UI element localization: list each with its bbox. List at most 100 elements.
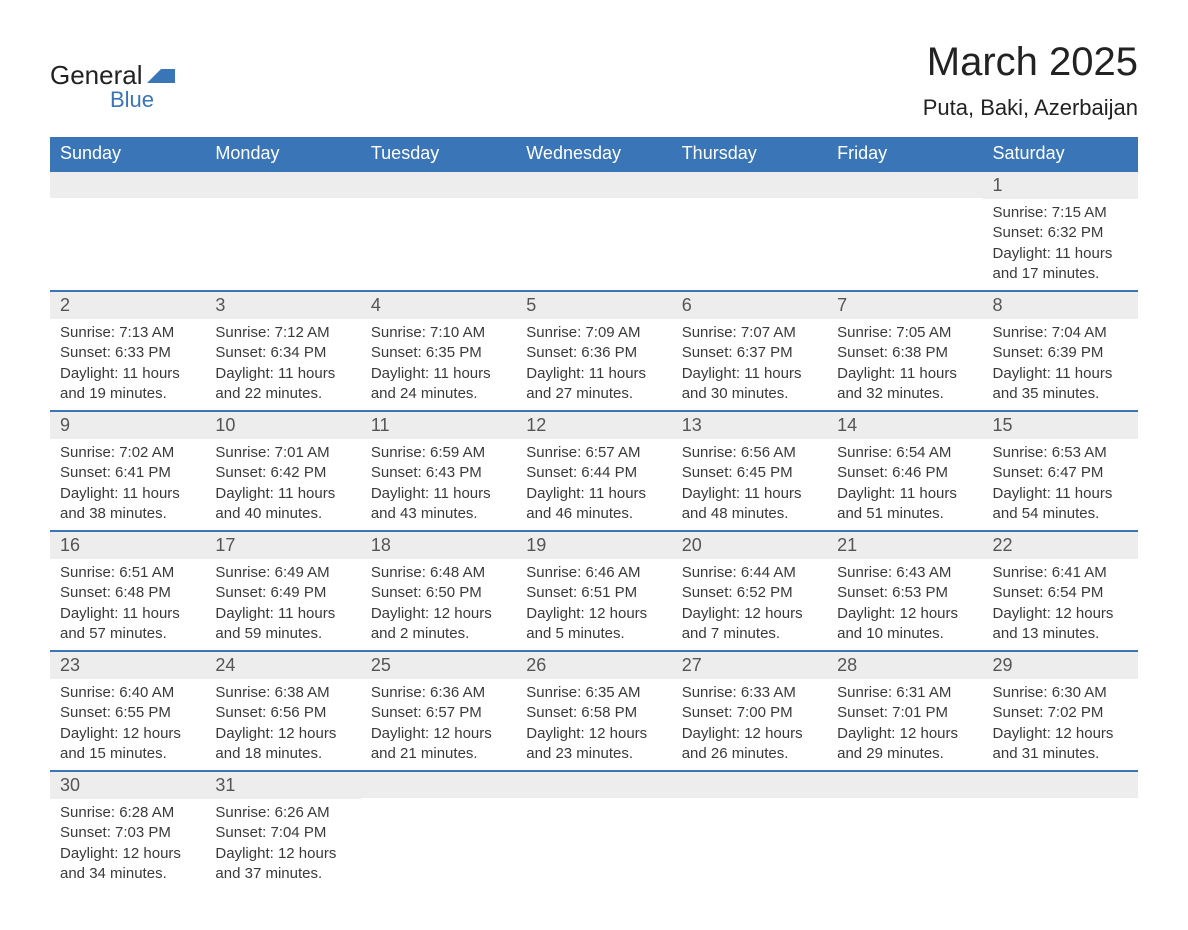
- calendar-cell: 29Sunrise: 6:30 AMSunset: 7:02 PMDayligh…: [983, 651, 1138, 771]
- day-number: 27: [672, 652, 827, 679]
- sunset-text: Sunset: 6:42 PM: [215, 463, 350, 483]
- column-header: Friday: [827, 137, 982, 171]
- daylight-text: Daylight: 12 hours and 15 minutes.: [60, 724, 195, 765]
- day-number: 19: [516, 532, 671, 559]
- day-number: 13: [672, 412, 827, 439]
- daylight-text: Daylight: 11 hours and 51 minutes.: [837, 484, 972, 525]
- daylight-text: Daylight: 12 hours and 31 minutes.: [993, 724, 1128, 765]
- sunset-text: Sunset: 6:48 PM: [60, 583, 195, 603]
- day-data: Sunrise: 6:30 AMSunset: 7:02 PMDaylight:…: [983, 679, 1138, 770]
- day-number: [516, 172, 671, 198]
- sunrise-text: Sunrise: 7:05 AM: [837, 323, 972, 343]
- calendar-week-row: 30Sunrise: 6:28 AMSunset: 7:03 PMDayligh…: [50, 771, 1138, 890]
- sunrise-text: Sunrise: 6:44 AM: [682, 563, 817, 583]
- day-number: 26: [516, 652, 671, 679]
- calendar-cell: 2Sunrise: 7:13 AMSunset: 6:33 PMDaylight…: [50, 291, 205, 411]
- day-data: Sunrise: 6:56 AMSunset: 6:45 PMDaylight:…: [672, 439, 827, 530]
- calendar-cell: 6Sunrise: 7:07 AMSunset: 6:37 PMDaylight…: [672, 291, 827, 411]
- sunset-text: Sunset: 6:56 PM: [215, 703, 350, 723]
- sunset-text: Sunset: 7:00 PM: [682, 703, 817, 723]
- calendar-cell: 8Sunrise: 7:04 AMSunset: 6:39 PMDaylight…: [983, 291, 1138, 411]
- day-number: [672, 172, 827, 198]
- day-data: Sunrise: 6:35 AMSunset: 6:58 PMDaylight:…: [516, 679, 671, 770]
- sunset-text: Sunset: 7:02 PM: [993, 703, 1128, 723]
- day-number: [50, 172, 205, 198]
- daylight-text: Daylight: 12 hours and 23 minutes.: [526, 724, 661, 765]
- day-data: [516, 198, 671, 278]
- sunset-text: Sunset: 6:36 PM: [526, 343, 661, 363]
- day-data: [983, 798, 1138, 878]
- calendar-cell: 28Sunrise: 6:31 AMSunset: 7:01 PMDayligh…: [827, 651, 982, 771]
- day-number: [827, 172, 982, 198]
- sunrise-text: Sunrise: 7:12 AM: [215, 323, 350, 343]
- daylight-text: Daylight: 11 hours and 19 minutes.: [60, 364, 195, 405]
- daylight-text: Daylight: 11 hours and 46 minutes.: [526, 484, 661, 525]
- sunset-text: Sunset: 6:35 PM: [371, 343, 506, 363]
- day-data: Sunrise: 6:28 AMSunset: 7:03 PMDaylight:…: [50, 799, 205, 890]
- calendar-cell: 30Sunrise: 6:28 AMSunset: 7:03 PMDayligh…: [50, 771, 205, 890]
- calendar-cell: 13Sunrise: 6:56 AMSunset: 6:45 PMDayligh…: [672, 411, 827, 531]
- calendar-cell: 23Sunrise: 6:40 AMSunset: 6:55 PMDayligh…: [50, 651, 205, 771]
- calendar-cell: 11Sunrise: 6:59 AMSunset: 6:43 PMDayligh…: [361, 411, 516, 531]
- header: General Blue March 2025 Puta, Baki, Azer…: [50, 40, 1138, 129]
- day-number: 2: [50, 292, 205, 319]
- sunset-text: Sunset: 6:55 PM: [60, 703, 195, 723]
- title-block: March 2025 Puta, Baki, Azerbaijan: [923, 40, 1138, 129]
- sunrise-text: Sunrise: 6:36 AM: [371, 683, 506, 703]
- day-number: 30: [50, 772, 205, 799]
- calendar-week-row: 16Sunrise: 6:51 AMSunset: 6:48 PMDayligh…: [50, 531, 1138, 651]
- day-data: Sunrise: 6:44 AMSunset: 6:52 PMDaylight:…: [672, 559, 827, 650]
- calendar-cell: [516, 171, 671, 291]
- day-data: Sunrise: 7:13 AMSunset: 6:33 PMDaylight:…: [50, 319, 205, 410]
- sunset-text: Sunset: 6:39 PM: [993, 343, 1128, 363]
- day-number: [361, 172, 516, 198]
- sunset-text: Sunset: 6:41 PM: [60, 463, 195, 483]
- calendar-week-row: 1Sunrise: 7:15 AMSunset: 6:32 PMDaylight…: [50, 171, 1138, 291]
- calendar-cell: 20Sunrise: 6:44 AMSunset: 6:52 PMDayligh…: [672, 531, 827, 651]
- calendar-table: SundayMondayTuesdayWednesdayThursdayFrid…: [50, 137, 1138, 890]
- day-data: Sunrise: 6:40 AMSunset: 6:55 PMDaylight:…: [50, 679, 205, 770]
- daylight-text: Daylight: 12 hours and 29 minutes.: [837, 724, 972, 765]
- daylight-text: Daylight: 11 hours and 30 minutes.: [682, 364, 817, 405]
- sunset-text: Sunset: 6:45 PM: [682, 463, 817, 483]
- daylight-text: Daylight: 12 hours and 5 minutes.: [526, 604, 661, 645]
- day-data: [361, 798, 516, 878]
- day-number: 17: [205, 532, 360, 559]
- sunset-text: Sunset: 6:44 PM: [526, 463, 661, 483]
- sunset-text: Sunset: 7:01 PM: [837, 703, 972, 723]
- daylight-text: Daylight: 12 hours and 18 minutes.: [215, 724, 350, 765]
- day-number: 3: [205, 292, 360, 319]
- calendar-cell: [672, 171, 827, 291]
- sunset-text: Sunset: 6:47 PM: [993, 463, 1128, 483]
- calendar-cell: [983, 771, 1138, 890]
- calendar-cell: 9Sunrise: 7:02 AMSunset: 6:41 PMDaylight…: [50, 411, 205, 531]
- day-data: Sunrise: 6:41 AMSunset: 6:54 PMDaylight:…: [983, 559, 1138, 650]
- daylight-text: Daylight: 12 hours and 7 minutes.: [682, 604, 817, 645]
- calendar-cell: 26Sunrise: 6:35 AMSunset: 6:58 PMDayligh…: [516, 651, 671, 771]
- column-header: Sunday: [50, 137, 205, 171]
- day-number: 22: [983, 532, 1138, 559]
- calendar-cell: [827, 171, 982, 291]
- day-data: Sunrise: 6:51 AMSunset: 6:48 PMDaylight:…: [50, 559, 205, 650]
- calendar-week-row: 2Sunrise: 7:13 AMSunset: 6:33 PMDaylight…: [50, 291, 1138, 411]
- column-header: Wednesday: [516, 137, 671, 171]
- day-data: Sunrise: 6:33 AMSunset: 7:00 PMDaylight:…: [672, 679, 827, 770]
- logo-triangle-icon: [147, 69, 175, 83]
- day-data: Sunrise: 6:46 AMSunset: 6:51 PMDaylight:…: [516, 559, 671, 650]
- sunset-text: Sunset: 6:51 PM: [526, 583, 661, 603]
- day-number: 14: [827, 412, 982, 439]
- day-number: 5: [516, 292, 671, 319]
- day-data: Sunrise: 6:48 AMSunset: 6:50 PMDaylight:…: [361, 559, 516, 650]
- day-number: 21: [827, 532, 982, 559]
- logo: General Blue: [50, 60, 175, 113]
- daylight-text: Daylight: 11 hours and 22 minutes.: [215, 364, 350, 405]
- calendar-cell: 16Sunrise: 6:51 AMSunset: 6:48 PMDayligh…: [50, 531, 205, 651]
- calendar-week-row: 9Sunrise: 7:02 AMSunset: 6:41 PMDaylight…: [50, 411, 1138, 531]
- day-number: [205, 172, 360, 198]
- calendar-cell: [361, 171, 516, 291]
- calendar-header: SundayMondayTuesdayWednesdayThursdayFrid…: [50, 137, 1138, 171]
- day-number: 31: [205, 772, 360, 799]
- calendar-cell: 4Sunrise: 7:10 AMSunset: 6:35 PMDaylight…: [361, 291, 516, 411]
- calendar-cell: 10Sunrise: 7:01 AMSunset: 6:42 PMDayligh…: [205, 411, 360, 531]
- sunrise-text: Sunrise: 6:30 AM: [993, 683, 1128, 703]
